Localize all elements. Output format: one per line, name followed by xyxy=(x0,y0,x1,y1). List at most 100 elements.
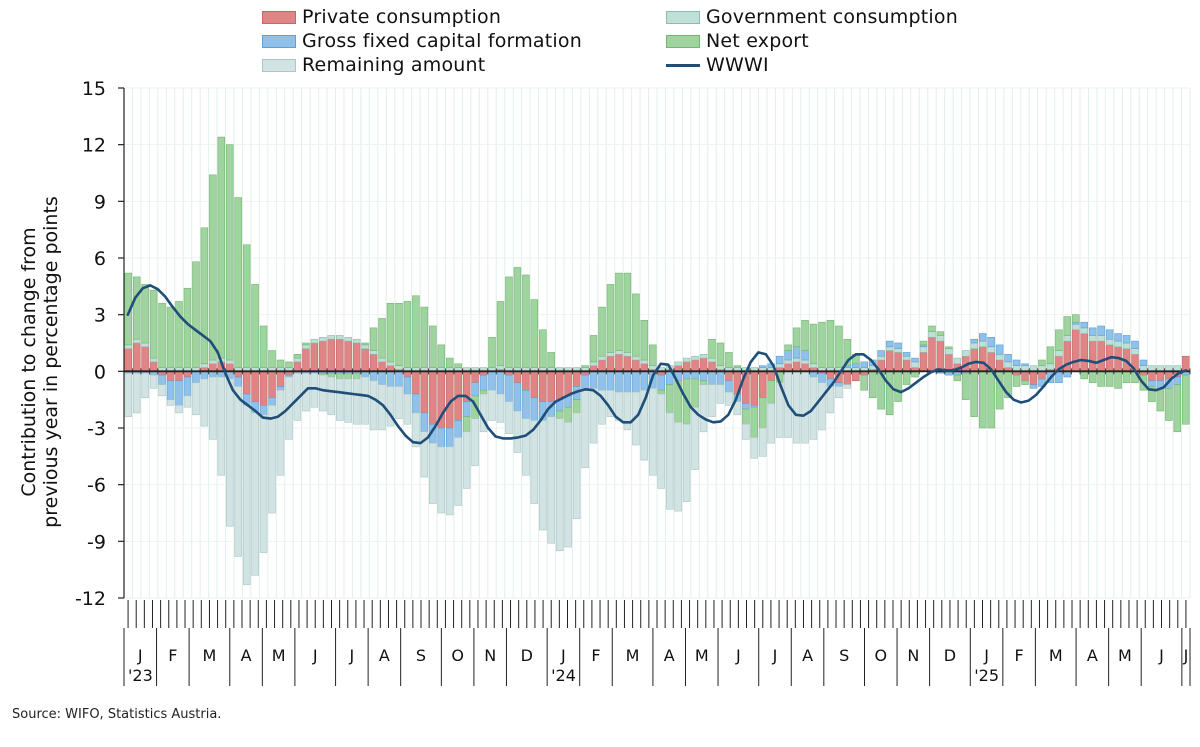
bar-private xyxy=(1156,371,1165,382)
x-month-label: A xyxy=(1087,646,1098,665)
bar-gfcf xyxy=(403,376,412,395)
bar-gfcf xyxy=(801,350,809,361)
bar-net xyxy=(928,325,936,332)
x-month-label: J xyxy=(772,646,778,665)
bar-gfcf xyxy=(1139,359,1148,366)
bar-gov xyxy=(945,348,953,355)
bar-net xyxy=(987,371,995,429)
bar-private xyxy=(708,361,716,372)
bar-net xyxy=(445,357,454,368)
bar-gfcf xyxy=(708,371,716,385)
bar-rem xyxy=(200,378,209,427)
bar-gfcf xyxy=(462,401,471,417)
bar-gov xyxy=(1131,348,1139,355)
bar-net xyxy=(826,320,835,368)
bar-net xyxy=(251,284,259,368)
bar-rem xyxy=(327,376,336,416)
bar-private xyxy=(1148,371,1156,382)
bar-gfcf xyxy=(911,357,919,363)
bar-gov xyxy=(809,363,818,368)
bar-rem xyxy=(691,406,699,470)
bar-gfcf xyxy=(970,338,978,344)
bar-net xyxy=(437,344,445,368)
y-tick-label: 12 xyxy=(82,135,106,157)
bar-rem xyxy=(234,386,242,557)
bar-private xyxy=(141,346,149,372)
bar-rem xyxy=(141,372,149,399)
bar-net xyxy=(1021,380,1029,385)
bar-net xyxy=(1105,371,1114,387)
bar-gov xyxy=(987,346,995,353)
bar-private xyxy=(606,355,615,372)
bar-gfcf xyxy=(1029,384,1038,389)
bar-rem xyxy=(716,384,725,404)
bar-net xyxy=(978,371,987,429)
bar-gfcf xyxy=(166,380,175,400)
bar-gfcf xyxy=(369,371,378,382)
bar-net xyxy=(1173,384,1182,433)
bar-gfcf xyxy=(412,393,420,414)
bar-gfcf xyxy=(1122,335,1131,344)
bar-net xyxy=(183,287,192,368)
x-month-label: J xyxy=(560,646,566,665)
bar-rem xyxy=(505,401,513,434)
bar-gfcf xyxy=(522,389,530,419)
bar-rem xyxy=(657,393,665,489)
bar-rem xyxy=(530,420,539,504)
bar-gfcf xyxy=(1021,363,1029,366)
bar-private xyxy=(885,350,894,372)
bar-gfcf xyxy=(175,380,183,406)
bar-gov xyxy=(1088,335,1097,342)
bar-private xyxy=(209,363,217,372)
bar-rem xyxy=(623,391,632,431)
bar-net xyxy=(395,303,403,366)
bar-gfcf xyxy=(894,342,902,349)
bar-net xyxy=(919,340,928,346)
bar-net xyxy=(699,380,708,385)
bar-rem xyxy=(522,418,530,476)
bar-gfcf xyxy=(183,376,192,397)
bar-gov xyxy=(716,365,725,370)
x-month-label: O xyxy=(451,646,464,665)
bar-gfcf xyxy=(657,374,665,391)
bar-rem xyxy=(251,412,259,576)
bar-net xyxy=(217,136,226,359)
bar-private xyxy=(1080,333,1088,372)
bar-gfcf xyxy=(640,371,649,391)
bar-private xyxy=(276,371,285,387)
bar-private xyxy=(1088,340,1097,372)
legend-swatch-rem xyxy=(262,58,296,72)
bar-net xyxy=(970,371,978,417)
bar-net xyxy=(200,227,209,365)
bar-private xyxy=(293,361,302,372)
bar-net xyxy=(665,384,674,414)
bar-net xyxy=(691,378,699,408)
y-tick-label: -3 xyxy=(87,418,106,440)
bar-rem xyxy=(149,374,158,389)
x-month-label: A xyxy=(802,646,813,665)
bar-private xyxy=(310,342,319,372)
y-axis: 15 12 9 6 3 0 -3 -6 -9 -12 xyxy=(75,78,125,610)
bar-net xyxy=(1148,386,1156,402)
bar-gfcf xyxy=(978,333,987,342)
bar-private xyxy=(902,359,911,372)
bar-gov xyxy=(708,357,716,363)
bar-private xyxy=(936,340,945,372)
bar-private xyxy=(1072,329,1080,372)
bar-private xyxy=(970,348,978,372)
bar-rem xyxy=(454,437,462,506)
legend-swatch-gov xyxy=(666,10,700,24)
bar-gfcf xyxy=(1012,359,1021,366)
bar-net xyxy=(1038,359,1046,366)
x-month-label: M xyxy=(1049,646,1063,665)
bar-rem xyxy=(369,380,378,431)
bar-net xyxy=(801,320,809,351)
bar-net xyxy=(268,350,276,368)
bar-gov xyxy=(1055,350,1063,357)
bar-gfcf xyxy=(632,371,640,393)
bar-rem xyxy=(276,389,285,476)
bar-net xyxy=(649,344,657,366)
bar-gfcf xyxy=(682,371,691,380)
bar-rem xyxy=(462,431,471,489)
x-month-label: M xyxy=(695,646,709,665)
